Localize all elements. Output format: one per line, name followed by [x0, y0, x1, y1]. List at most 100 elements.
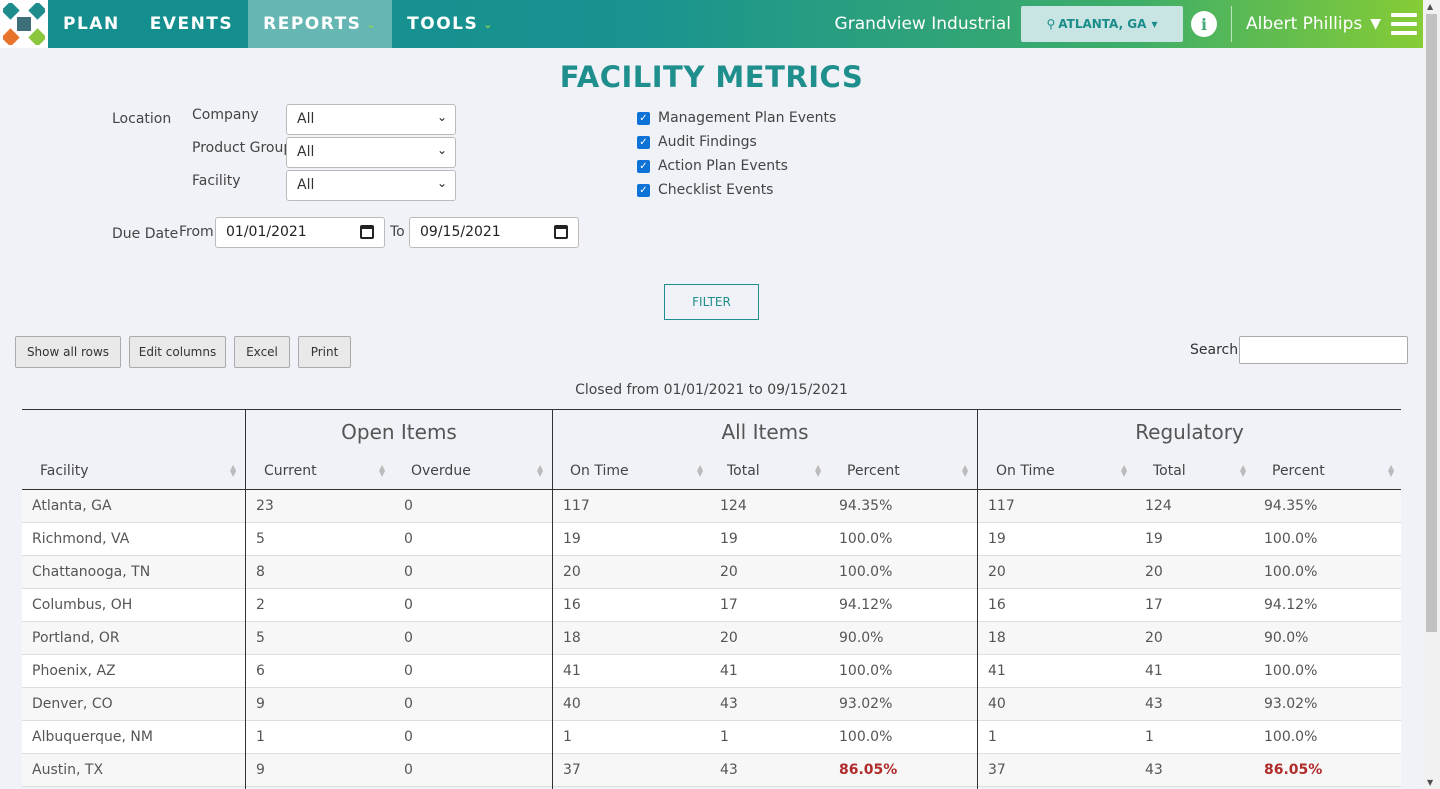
sort-icon[interactable]: ▲ ▼ — [697, 463, 704, 478]
table-row: Portland, OR 5 0 18 20 90.0% 18 20 90.0% — [22, 622, 1401, 655]
cell-all-percent: 100.0% — [839, 564, 893, 580]
column-divider — [552, 410, 553, 789]
sort-icon[interactable]: ▲ ▼ — [962, 463, 969, 478]
cell-overdue: 0 — [404, 762, 413, 778]
group-header-all-items: All Items — [721, 420, 809, 444]
group-header-regulatory: Regulatory — [1135, 420, 1244, 444]
location-dropdown-button[interactable]: ⚲ ATLANTA, GA ▾ — [1020, 6, 1183, 42]
col-header-current[interactable]: Current — [264, 463, 317, 479]
table-row: Phoenix, AZ 6 0 41 41 100.0% 41 41 100.0% — [22, 655, 1401, 688]
filter-button[interactable]: FILTER — [664, 284, 759, 320]
col-header-reg-percent[interactable]: Percent — [1272, 463, 1325, 479]
app-logo[interactable] — [0, 0, 48, 48]
cell-reg-on-time: 117 — [988, 498, 1015, 514]
nav-reports-label: REPORTS — [263, 14, 362, 34]
nav-reports[interactable]: REPORTS ⌄ — [248, 0, 393, 48]
info-icon[interactable]: i — [1190, 11, 1217, 37]
logo-icon — [3, 3, 45, 45]
checkbox-action-plan-events[interactable]: ✓ Action Plan Events — [637, 158, 788, 174]
scrollbar-thumb[interactable] — [1426, 14, 1437, 632]
checkbox-label: Checklist Events — [658, 182, 774, 198]
col-header-all-on-time[interactable]: On Time — [570, 463, 629, 479]
cell-overdue: 0 — [404, 630, 413, 646]
sort-icon[interactable]: ▲ ▼ — [815, 463, 822, 478]
checkbox-checked-icon[interactable]: ✓ — [637, 183, 650, 197]
print-button[interactable]: Print — [298, 336, 351, 368]
top-navbar: PLAN EVENTS REPORTS ⌄ TOOLS ⌄ Grandview In… — [0, 0, 1423, 48]
facility-label: Facility — [192, 173, 241, 189]
cell-overdue: 0 — [404, 498, 413, 514]
checkbox-audit-findings[interactable]: ✓ Audit Findings — [637, 134, 757, 150]
table-row: Austin, TX 9 0 37 43 86.05% 37 43 86.05% — [22, 754, 1401, 787]
product-group-select-value: All — [297, 144, 315, 160]
cell-reg-percent: 86.05% — [1264, 762, 1323, 778]
sort-icon[interactable]: ▲ ▼ — [537, 463, 544, 478]
due-date-label: Due Date — [112, 226, 179, 242]
user-menu[interactable]: Albert Phillips ▼ — [1246, 14, 1381, 34]
search-input[interactable] — [1239, 336, 1408, 364]
col-header-reg-total[interactable]: Total — [1153, 463, 1186, 479]
cell-all-on-time: 40 — [563, 696, 581, 712]
cell-facility: Columbus, OH — [32, 597, 133, 613]
product-group-select[interactable]: All ⌄ — [286, 137, 456, 168]
table-row: Atlanta, GA 23 0 117 124 94.35% 117 124 94.35% — [22, 490, 1401, 523]
cell-overdue: 0 — [404, 564, 413, 580]
column-divider — [977, 410, 978, 789]
cell-reg-percent: 90.0% — [1264, 630, 1309, 646]
product-group-label: Product Group — [192, 140, 293, 156]
nav-plan[interactable]: PLAN — [48, 0, 135, 48]
location-label: ATLANTA, GA — [1058, 17, 1147, 31]
nav-events[interactable]: EVENTS — [135, 0, 248, 48]
cell-all-percent: 94.12% — [839, 597, 893, 613]
cell-reg-total: 20 — [1145, 564, 1163, 580]
from-label: From — [179, 224, 214, 240]
checkbox-management-plan-events[interactable]: ✓ Management Plan Events — [637, 110, 836, 126]
sort-icon[interactable]: ▲ ▼ — [1388, 463, 1395, 478]
location-label: Location — [112, 111, 172, 127]
edit-columns-button[interactable]: Edit columns — [129, 336, 226, 368]
sort-icon[interactable]: ▲ ▼ — [1240, 463, 1247, 478]
checkbox-checked-icon[interactable]: ✓ — [637, 111, 650, 125]
from-date-input[interactable]: 01/01/2021 — [215, 217, 385, 248]
cell-all-on-time: 16 — [563, 597, 581, 613]
col-header-overdue[interactable]: Overdue — [411, 463, 471, 479]
company-select[interactable]: All ⌄ — [286, 104, 456, 135]
nav-tools[interactable]: TOOLS ⌄ — [392, 0, 509, 48]
checkbox-checked-icon[interactable]: ✓ — [637, 159, 650, 173]
page-title: FACILITY METRICS — [559, 60, 864, 94]
sort-icon[interactable]: ▲ ▼ — [230, 463, 237, 478]
group-header-open-items: Open Items — [341, 420, 457, 444]
checkbox-checked-icon[interactable]: ✓ — [637, 135, 650, 149]
col-header-reg-on-time[interactable]: On Time — [996, 463, 1055, 479]
cell-reg-total: 1 — [1145, 729, 1154, 745]
company-select-value: All — [297, 111, 315, 127]
sort-icon[interactable]: ▲ ▼ — [379, 463, 386, 478]
cell-facility: Richmond, VA — [32, 531, 130, 547]
checkbox-checklist-events[interactable]: ✓ Checklist Events — [637, 182, 773, 198]
table-body: Atlanta, GA 23 0 117 124 94.35% 117 124 94.35% Ri… — [22, 490, 1401, 787]
scroll-up-arrow-icon[interactable]: ▲ — [1427, 2, 1434, 11]
cell-all-total: 20 — [720, 564, 738, 580]
chevron-down-icon: ⌄ — [483, 17, 494, 31]
to-date-input[interactable]: 09/15/2021 — [409, 217, 579, 248]
col-header-all-percent[interactable]: Percent — [847, 463, 900, 479]
cell-reg-total: 43 — [1145, 696, 1163, 712]
vertical-scrollbar[interactable]: ▲ ▼ — [1423, 0, 1440, 789]
sort-icon[interactable]: ▲ ▼ — [1121, 463, 1128, 478]
col-header-all-total[interactable]: Total — [727, 463, 760, 479]
calendar-icon[interactable] — [554, 225, 568, 239]
cell-current: 6 — [256, 663, 265, 679]
table-header: Open Items All Items Regulatory Facility… — [22, 410, 1401, 490]
cell-current: 1 — [256, 729, 265, 745]
cell-reg-total: 43 — [1145, 762, 1163, 778]
calendar-icon[interactable] — [360, 225, 374, 239]
cell-reg-percent: 100.0% — [1264, 729, 1318, 745]
scroll-down-arrow-icon[interactable]: ▼ — [1427, 778, 1434, 787]
excel-button[interactable]: Excel — [234, 336, 290, 368]
facility-select[interactable]: All ⌄ — [286, 170, 456, 201]
show-all-rows-button[interactable]: Show all rows — [15, 336, 121, 368]
cell-reg-total: 19 — [1145, 531, 1163, 547]
col-header-facility[interactable]: Facility — [40, 463, 89, 479]
hamburger-menu-icon[interactable] — [1391, 13, 1417, 35]
cell-facility: Chattanooga, TN — [32, 564, 151, 580]
